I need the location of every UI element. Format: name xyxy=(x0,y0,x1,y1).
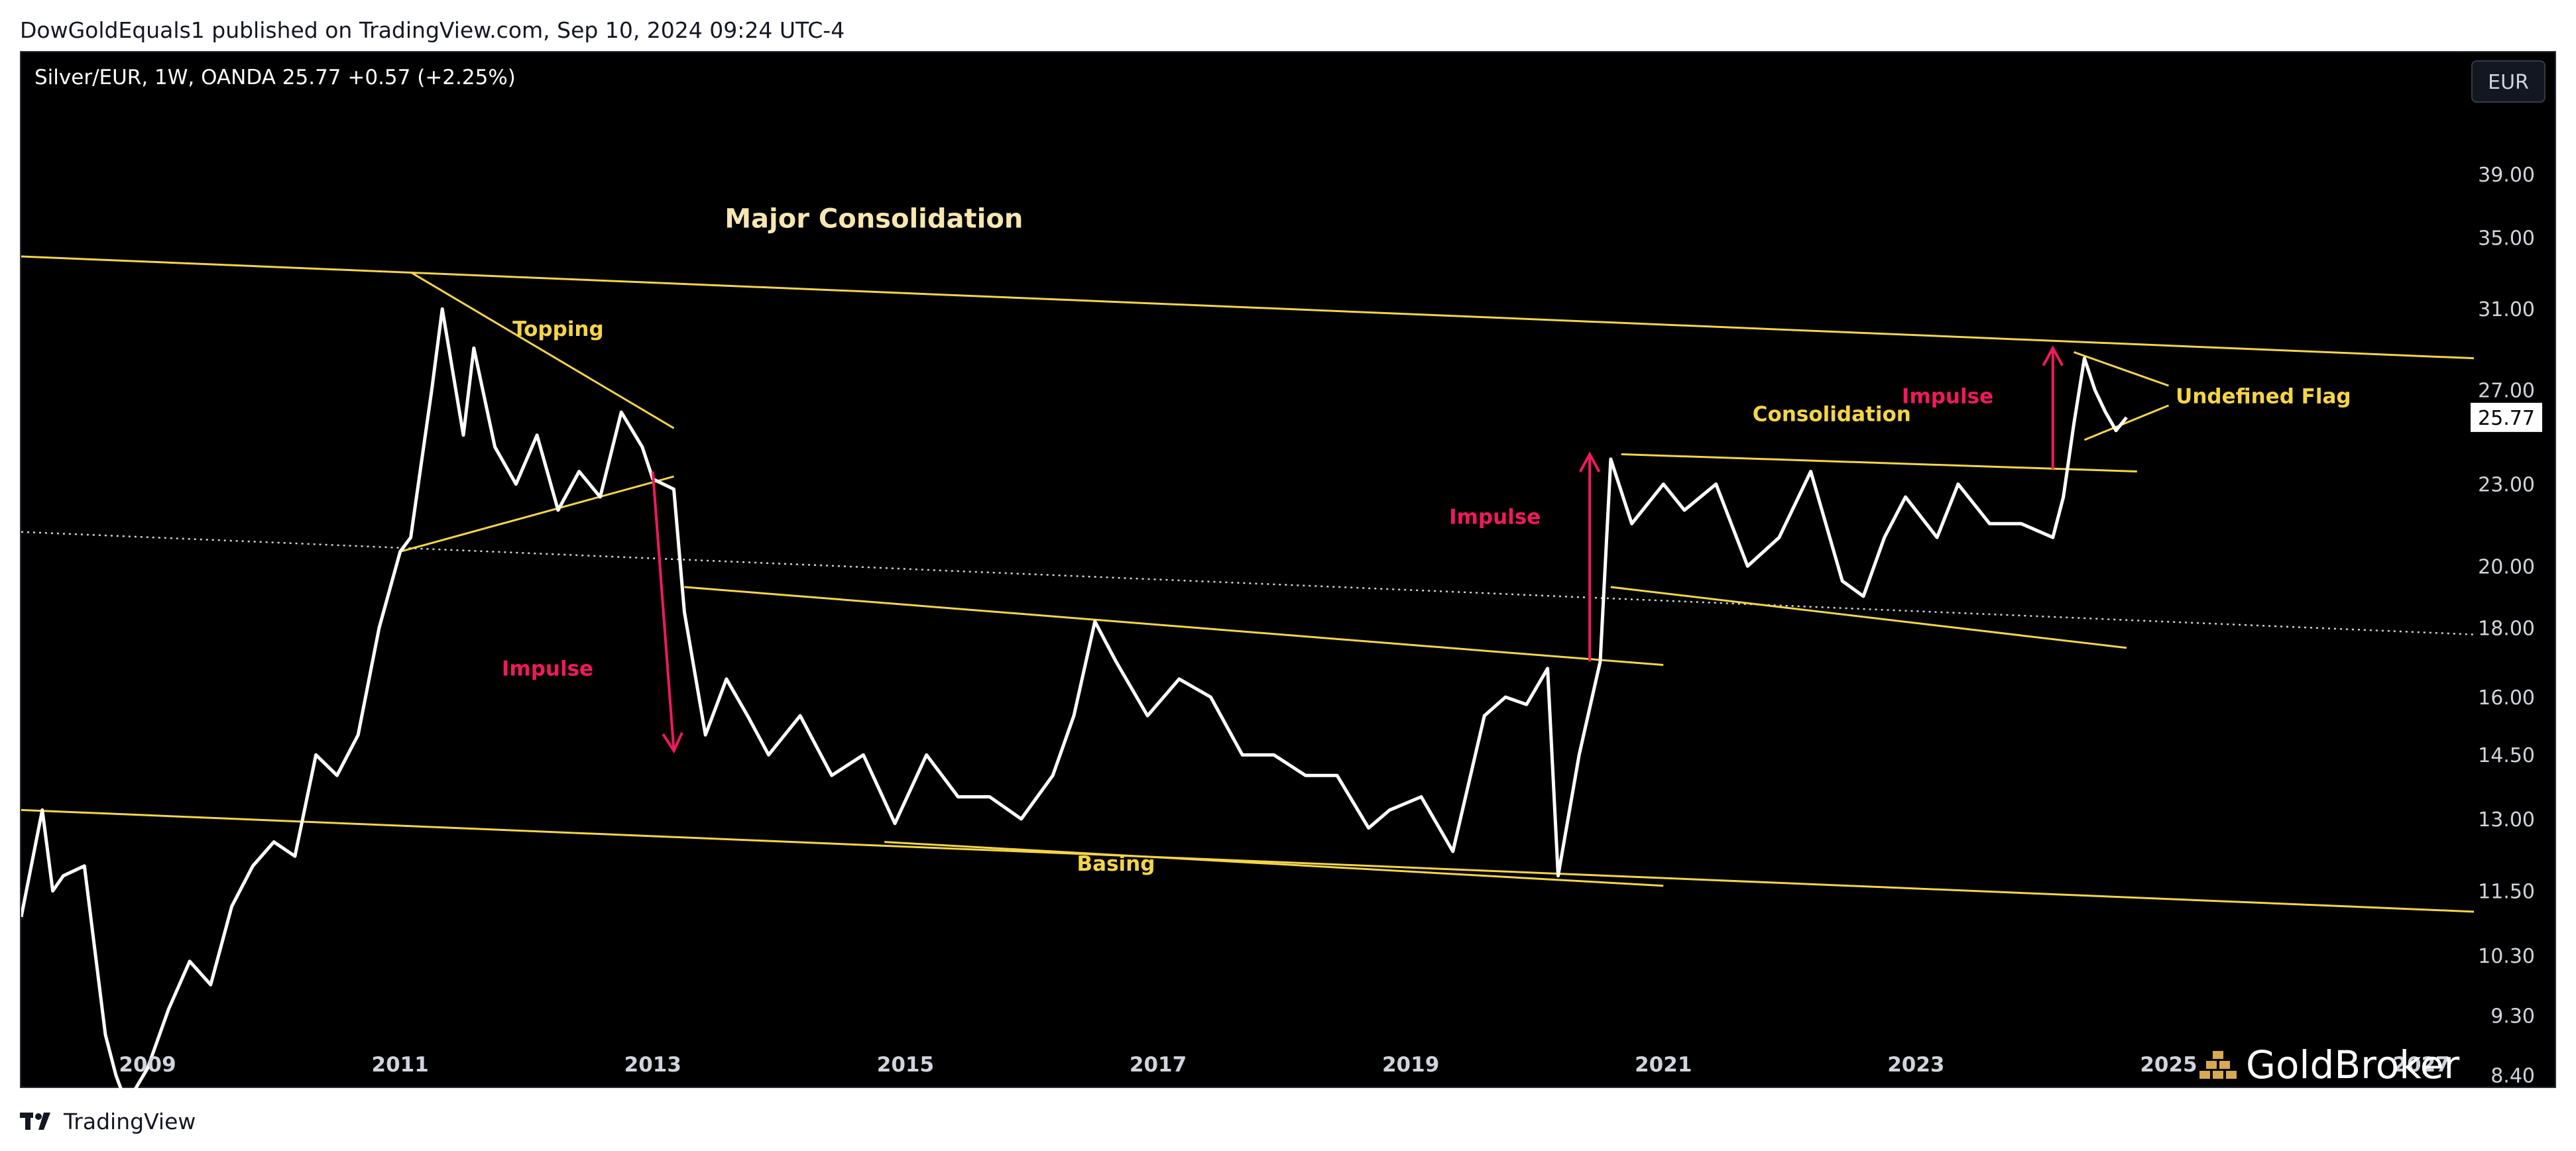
x-tick-label: 2021 xyxy=(1635,1053,1692,1077)
y-tick-label: 8.40 xyxy=(2490,1065,2535,1088)
x-tick-label: 2015 xyxy=(877,1053,934,1077)
y-tick-label: 14.50 xyxy=(2478,744,2535,767)
impulse-arrowhead-2 xyxy=(1578,451,1601,472)
impulse-arrowhead-1 xyxy=(662,732,683,754)
trendline-consolidation-lower xyxy=(1610,586,2127,649)
trendline-topping-lower xyxy=(400,475,674,553)
trendline-flag-lower xyxy=(2083,404,2170,441)
last-price-axis-label: 25.77 xyxy=(2478,407,2535,430)
impulse-arrowhead-3 xyxy=(2042,345,2064,366)
x-tick-label: 2013 xyxy=(624,1053,681,1077)
annotation-3: Impulse xyxy=(502,657,593,681)
y-tick-label: 35.00 xyxy=(2478,227,2535,250)
y-tick-label: 23.00 xyxy=(2478,474,2535,497)
price-change: +0.57 (+2.25%) xyxy=(347,66,516,89)
y-tick-label: 10.30 xyxy=(2478,945,2535,968)
last-price-badge xyxy=(2471,402,2542,432)
symbol-legend[interactable]: Silver/EUR, 1W, OANDA 25.77 +0.57 (+2.25… xyxy=(34,66,516,89)
x-tick-label: 2019 xyxy=(1382,1053,1439,1077)
annotation-5: Consolidation xyxy=(1753,403,1911,427)
impulse-arrow-1 xyxy=(651,471,675,751)
annotation-6: Impulse xyxy=(1902,384,1993,408)
tradingview-logo-icon xyxy=(20,1113,50,1130)
y-tick-label: 39.00 xyxy=(2478,164,2535,187)
x-tick-label: 2009 xyxy=(119,1053,176,1077)
price-axis: 45.0039.0035.0031.0027.0023.0020.0018.00… xyxy=(2471,80,2542,1088)
trendlines-layer xyxy=(21,255,2475,913)
y-tick-label: 31.00 xyxy=(2478,298,2535,321)
footer-brand[interactable]: TradingView xyxy=(20,1105,196,1138)
y-tick-label: 18.00 xyxy=(2478,618,2535,641)
last-price: 25.77 xyxy=(282,66,341,89)
annotation-7: Undefined Flag xyxy=(2176,384,2351,408)
trendline-lower-channel xyxy=(21,808,2475,913)
annotation-4: Impulse xyxy=(1449,505,1541,529)
trendline-topping-upper xyxy=(410,271,675,429)
x-tick-label: 2011 xyxy=(372,1053,429,1077)
y-tick-label: 27.00 xyxy=(2478,380,2535,403)
gold-bars-icon xyxy=(2199,1051,2237,1079)
trendline-upper-channel xyxy=(21,255,2475,360)
currency-button[interactable]: EUR xyxy=(2471,60,2546,103)
x-tick-label: 2017 xyxy=(1130,1053,1187,1077)
annotation-1: Major Consolidation xyxy=(725,204,1023,235)
x-tick-label: 2023 xyxy=(1887,1053,1944,1077)
annotation-8: Basing xyxy=(1077,852,1155,876)
publish-info: DowGoldEquals1 published on TradingView.… xyxy=(20,17,845,43)
annotations-layer: Major Consolidation Topping Impulse Impulse… xyxy=(502,204,2351,877)
y-tick-label: 13.00 xyxy=(2478,808,2535,832)
trendline-midline-dotted xyxy=(21,531,2475,635)
x-tick-label: 2025 xyxy=(2140,1053,2197,1077)
trendline-consolidation-upper xyxy=(1621,453,2137,473)
time-axis: 2009 2011 2013 2015 2017 2019 2021 2023 2025 2027 xyxy=(119,1053,2449,1077)
price-series-line xyxy=(21,307,2128,1089)
trendline-basing-upper xyxy=(684,586,1664,667)
trendline-flag-upper xyxy=(2074,351,2169,387)
impulse-arrows-layer xyxy=(651,345,2064,754)
y-tick-label: 20.00 xyxy=(2478,555,2535,578)
price-chart[interactable]: Major Consolidation Topping Impulse Impulse… xyxy=(21,52,2557,1089)
y-tick-label: 9.30 xyxy=(2490,1005,2535,1028)
goldbroker-watermark: GoldBroker xyxy=(2199,1038,2459,1091)
watermark-text: GoldBroker xyxy=(2246,1042,2460,1087)
trendline-basing-lower xyxy=(884,841,1664,887)
chart-pane[interactable]: Major Consolidation Topping Impulse Impulse… xyxy=(20,51,2557,1091)
x-tick-label: 2027 xyxy=(2392,1053,2449,1077)
symbol-label: Silver/EUR, 1W, OANDA xyxy=(34,66,276,89)
price-line-layer xyxy=(21,307,2128,1089)
footer-brand-text: TradingView xyxy=(64,1108,196,1134)
y-tick-label: 16.00 xyxy=(2478,686,2535,710)
y-tick-label: 11.50 xyxy=(2478,880,2535,903)
annotation-2: Topping xyxy=(512,317,604,341)
